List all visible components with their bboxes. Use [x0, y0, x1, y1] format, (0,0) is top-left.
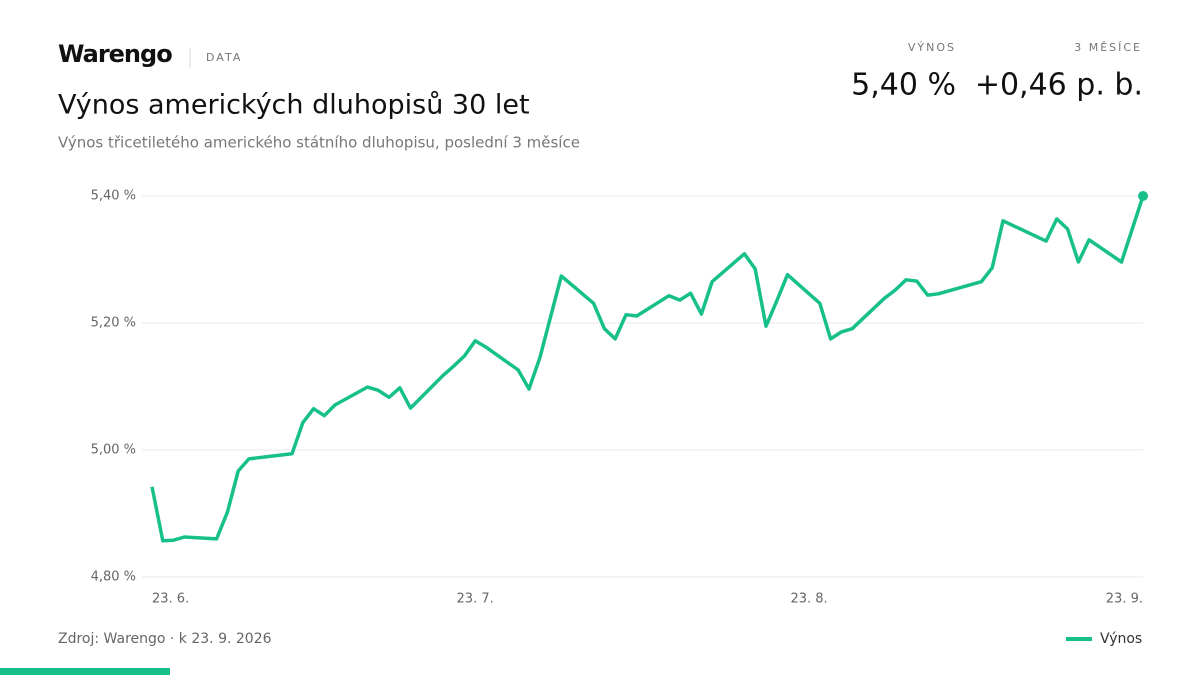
- legend-label: Výnos: [1100, 631, 1142, 647]
- stat-value: +0,46 p. b.: [975, 68, 1143, 103]
- chart-title: Výnos amerických dluhopisů 30 let: [58, 90, 530, 121]
- x-tick-label: 23. 6.: [152, 592, 189, 607]
- end-point: [1138, 191, 1148, 201]
- stat-label: 3 MĚSÍCE: [1074, 41, 1142, 54]
- line: [150, 195, 1145, 543]
- brand-tag: DATA: [206, 51, 242, 64]
- accent-bar: [0, 668, 170, 675]
- footer: Zdroj: Warengo · k 23. 9. 2026: [58, 631, 272, 647]
- x-tick-label: 23. 9.: [1106, 592, 1143, 607]
- x-tick-label: 23. 7.: [457, 592, 494, 607]
- y-tick-label: 5,40 %: [91, 189, 136, 204]
- y-tick-label: 5,20 %: [91, 316, 136, 331]
- stat-value: 5,40 %: [851, 68, 956, 103]
- brand: Warengo: [58, 40, 172, 68]
- x-tick-label: 23. 8.: [790, 592, 827, 607]
- y-tick-label: 4,80 %: [91, 570, 136, 585]
- stat-label: VÝNOS: [908, 41, 956, 54]
- chart-subtitle: Výnos třicetiletého amerického státního …: [58, 134, 580, 152]
- y-tick-label: 5,00 %: [91, 443, 136, 458]
